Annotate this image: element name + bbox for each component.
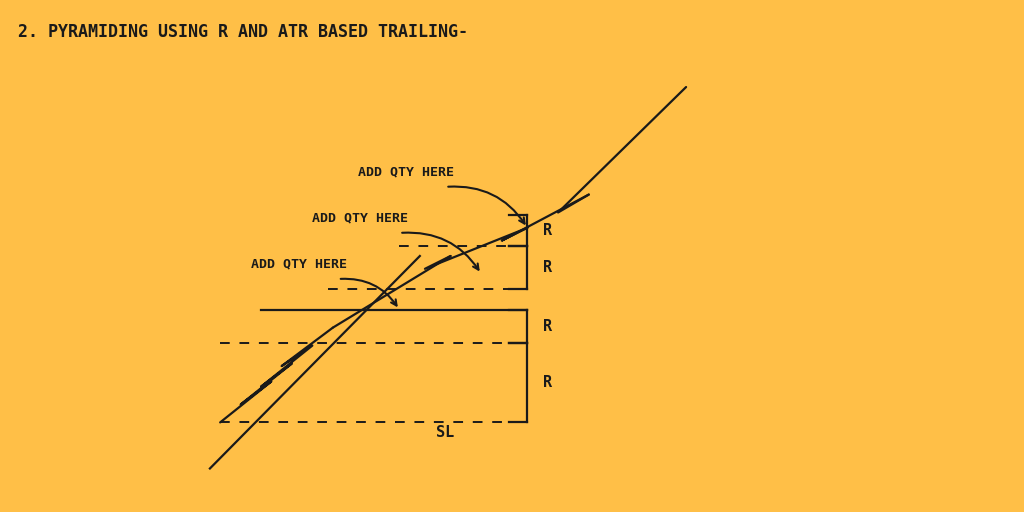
Text: R: R xyxy=(543,223,552,238)
Text: R: R xyxy=(543,260,552,275)
Text: ADD QTY HERE: ADD QTY HERE xyxy=(358,165,455,178)
Text: R: R xyxy=(543,375,552,391)
Text: ADD QTY HERE: ADD QTY HERE xyxy=(312,211,409,224)
Text: 2. PYRAMIDING USING R AND ATR BASED TRAILING-: 2. PYRAMIDING USING R AND ATR BASED TRAI… xyxy=(18,23,468,41)
Text: ADD QTY HERE: ADD QTY HERE xyxy=(251,257,347,270)
Text: SL: SL xyxy=(436,425,455,440)
Text: R: R xyxy=(543,319,552,334)
